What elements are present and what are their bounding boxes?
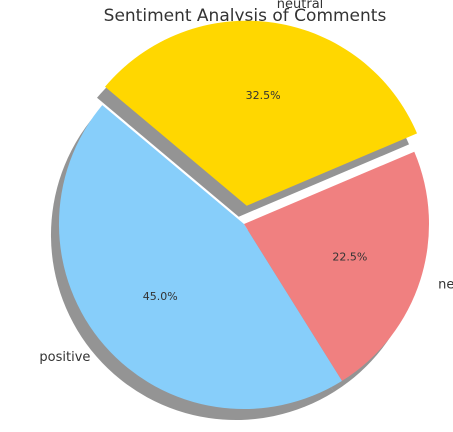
percent-label-positive: 45.0%: [143, 290, 178, 303]
slice-labels: positive negative neutral: [39, 0, 453, 365]
slice-label-neutral: neutral: [277, 0, 324, 12]
slice-label-negative: negative: [438, 278, 453, 293]
slice-positive: [58, 105, 343, 410]
percent-label-neutral: 32.5%: [246, 89, 281, 102]
slice-negative: [244, 151, 430, 381]
percent-labels: 45.0% 22.5% 32.5%: [143, 89, 368, 303]
slice-label-positive: positive: [39, 350, 90, 365]
slices: [58, 20, 430, 410]
slice-neutral: [105, 20, 418, 206]
percent-label-negative: 22.5%: [332, 250, 367, 263]
chart-title: Sentiment Analysis of Comments: [104, 6, 387, 26]
